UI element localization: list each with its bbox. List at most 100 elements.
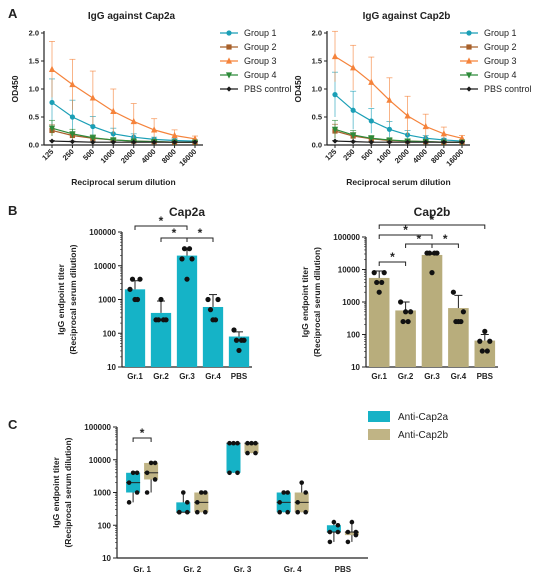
replicate-point	[231, 440, 236, 446]
replicate-point	[203, 490, 208, 495]
x-tick-label: Gr.2	[153, 372, 169, 381]
x-tick-label: 4000	[411, 147, 429, 165]
series-group-3	[331, 30, 466, 142]
data-point	[69, 114, 76, 120]
box	[176, 502, 191, 513]
data-point	[89, 94, 96, 101]
y-axis-label: IgG endpoint titer	[51, 456, 61, 528]
y-tick-label: 0.0	[312, 141, 322, 150]
y-tick-label: 100	[98, 521, 112, 530]
x-tick-label: Gr.1	[127, 372, 143, 381]
bar	[124, 289, 146, 367]
y-tick-label: 1000	[342, 298, 360, 307]
x-tick-label: Gr.3	[179, 372, 195, 381]
y-tick-label: 1000	[93, 489, 111, 498]
legend-marker	[466, 44, 472, 50]
data-point	[171, 139, 178, 145]
y-tick-label: 2.0	[29, 29, 39, 38]
replicate-point	[245, 450, 250, 456]
legend-label: Group 1	[484, 28, 517, 38]
replicate-point	[195, 500, 200, 505]
replicate-point	[126, 500, 132, 505]
y-axis-label-sub: (Reciprocal serum dilution)	[68, 244, 78, 354]
replicate-point	[127, 286, 133, 292]
data-point	[131, 139, 137, 145]
series-anti-cap2b	[144, 440, 359, 545]
significance-star: *	[198, 226, 203, 240]
replicate-point	[408, 309, 414, 315]
x-tick-label: 250	[341, 147, 356, 162]
x-tick-label: 8000	[160, 147, 178, 165]
replicate-point	[177, 509, 182, 515]
line-chart-cap2a: IgG against Cap2a 0.0 0.5 1.0 1.5 2.0 125 250 50…	[10, 11, 292, 187]
replicate-point	[335, 522, 341, 528]
data-point	[130, 117, 137, 125]
replicate-point	[186, 246, 193, 252]
replicate-point	[477, 338, 483, 344]
replicate-point	[429, 270, 435, 276]
replicate-point	[285, 490, 291, 495]
box	[344, 532, 359, 536]
replicate-point	[152, 460, 158, 466]
replicate-point	[398, 299, 404, 305]
replicate-point	[253, 440, 258, 446]
data-point	[404, 139, 411, 145]
replicate-point	[345, 529, 351, 535]
bar	[176, 255, 198, 367]
data-point	[459, 139, 465, 145]
x-tick-label: Gr.1	[371, 372, 387, 381]
replicate-point	[405, 318, 411, 325]
x-tick-label: 125	[40, 147, 55, 162]
series-line	[334, 140, 462, 143]
data-point	[422, 122, 429, 130]
series-pbs-control	[49, 138, 198, 145]
data-point	[192, 139, 198, 145]
y-tick-label: 1.0	[312, 85, 322, 94]
x-tick-label: 125	[323, 147, 338, 162]
replicate-point	[487, 338, 493, 344]
data-point	[69, 131, 76, 138]
x-tick-label: Gr.3	[424, 372, 440, 381]
data-point	[331, 126, 339, 133]
series-line	[334, 56, 463, 139]
box	[226, 443, 241, 473]
replicate-point	[185, 509, 190, 515]
legend-marker	[465, 57, 473, 64]
data-point	[386, 126, 393, 132]
data-point	[368, 135, 375, 142]
replicate-point	[403, 309, 409, 315]
replicate-point	[195, 509, 200, 515]
y-tick-label: 0.0	[29, 141, 39, 150]
replicate-point	[277, 509, 283, 515]
bar	[448, 308, 469, 367]
chart-title: IgG against Cap2b	[363, 11, 451, 22]
data-point	[440, 130, 447, 137]
legend-label: Group 3	[244, 56, 277, 66]
bar	[202, 306, 224, 367]
legend-marker	[226, 30, 232, 36]
replicate-point	[185, 500, 190, 505]
chart-title: IgG against Cap2a	[88, 11, 176, 22]
replicate-point	[184, 276, 190, 282]
legend-label: Group 1	[244, 28, 277, 38]
x-tick-label: 250	[61, 147, 76, 162]
data-point	[368, 139, 374, 145]
data-point	[171, 131, 178, 139]
replicate-point	[460, 309, 466, 315]
data-point	[151, 126, 158, 133]
replicate-point	[253, 450, 258, 456]
replicate-point	[181, 490, 186, 495]
replicate-point	[130, 470, 136, 476]
data-point	[368, 118, 374, 124]
data-point	[368, 78, 375, 85]
x-tick-label: 16000	[177, 147, 198, 168]
significance-bracket	[186, 237, 214, 242]
replicate-point	[132, 296, 138, 303]
replicate-point	[203, 509, 208, 515]
replicate-point	[158, 296, 164, 303]
y-axis-label: IgG endpoint titer	[56, 263, 66, 335]
data-point	[110, 139, 116, 145]
replicate-point	[331, 519, 337, 525]
replicate-point	[210, 317, 216, 323]
y-tick-label: 10000	[338, 266, 361, 275]
